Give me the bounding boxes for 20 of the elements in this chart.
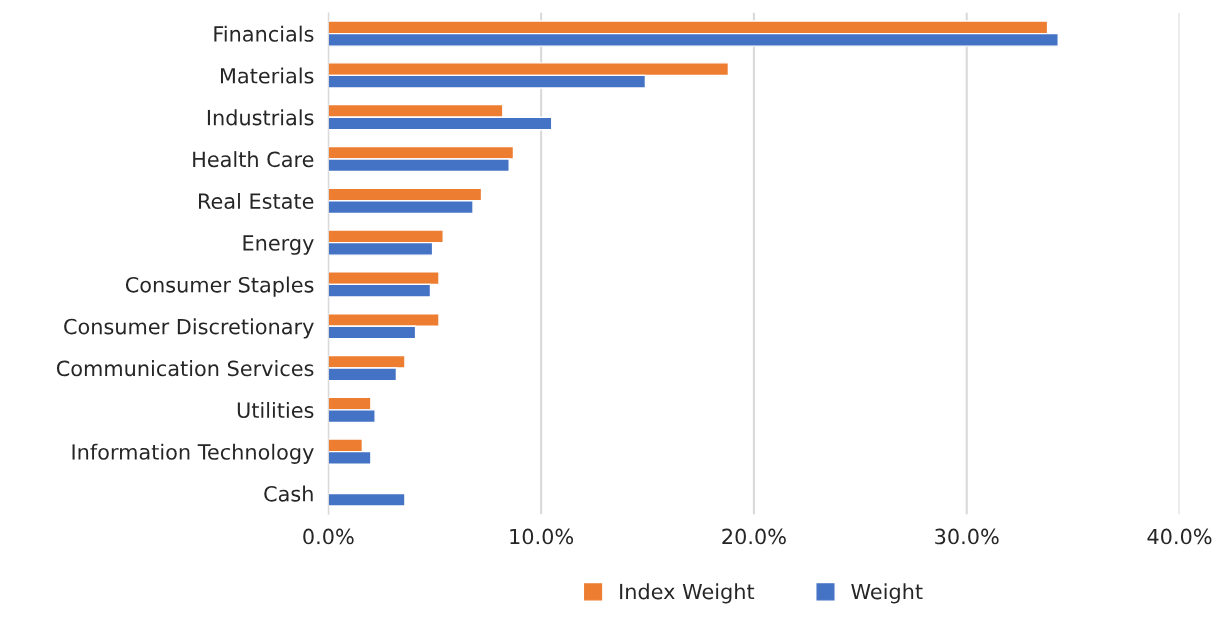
x-tick-label: 30.0% — [935, 528, 999, 545]
legend-label: Index Weight — [620, 583, 755, 604]
y-tick-label: Energy — [243, 235, 314, 255]
y-tick-label: Cash — [264, 485, 313, 502]
y-tick-label: Communication Services — [56, 360, 314, 377]
y-tick-label: Industrials — [207, 109, 314, 126]
x-tick-label: 0.0% — [303, 528, 354, 545]
y-tick-label: Consumer Staples — [125, 276, 314, 297]
x-tick-label: 10.0% — [510, 528, 574, 545]
legend-label: Weight — [851, 583, 923, 604]
bar — [328, 492, 406, 507]
y-tick-label: Consumer Discretionary — [64, 318, 314, 339]
y-tick-label: Information Technology — [72, 443, 314, 464]
y-tick-label: Real Estate — [199, 192, 314, 210]
y-tick-label: Financials — [214, 25, 314, 42]
y-tick-label: Utilities — [237, 401, 314, 419]
y-tick-label: Health Care — [193, 151, 314, 168]
x-tick-label: 40.0% — [1147, 528, 1212, 545]
x-tick-label: 20.0% — [722, 528, 786, 545]
y-tick-label: Materials — [220, 67, 314, 84]
